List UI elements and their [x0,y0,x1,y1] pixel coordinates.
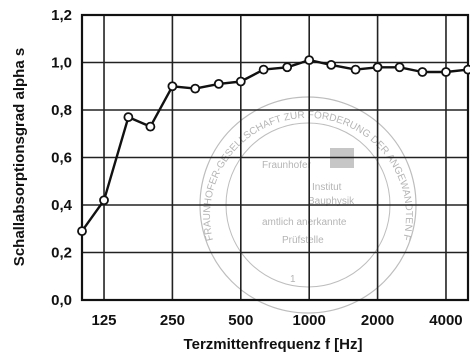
data-point [350,64,361,75]
x-tick-label: 4000 [429,312,462,329]
y-tick-labels: 0,0 0,2 0,4 0,6 0,8 1,0 1,2 [51,7,73,309]
y-tick-label: 0,2 [51,245,72,262]
data-point [99,195,109,206]
data-point [167,81,178,92]
stamp-line-5: Prüfstelle [282,235,324,246]
data-point [441,67,451,77]
y-tick-label: 0,8 [51,102,72,119]
data-point [213,78,224,89]
plot-frame [80,13,470,302]
x-tick-label: 2000 [361,312,394,329]
data-point [304,55,315,66]
data-point [235,76,246,87]
data-point [394,62,405,73]
data-point [326,59,337,70]
data-point [258,64,269,75]
x-tick-labels: 125 250 500 1000 2000 4000 [92,312,463,329]
data-point [190,83,201,94]
data-point [145,121,156,132]
stamp-line-3: Bauphysik [308,196,355,207]
y-tick-label: 0,0 [51,292,72,309]
x-tick-label: 250 [160,312,185,329]
plot-border [80,13,470,302]
stamp-number: 1 [290,274,296,285]
y-axis-title: Schallabsorptionsgrad alpha s [11,48,28,266]
data-point [282,62,293,73]
y-tick-label: 1,2 [51,7,72,24]
y-tick-label: 0,4 [51,197,73,214]
y-tick-label: 1,0 [51,55,72,72]
x-axis-title: Terzmittenfrequenz f [Hz] [184,336,363,353]
data-point [123,112,134,123]
data-point [417,67,428,77]
y-tick-label: 0,6 [51,150,72,167]
stamp-line-2: Institut [312,182,342,193]
stamp-line-4: amtlich anerkannte [262,217,347,228]
data-point [77,226,87,237]
x-tick-label: 500 [228,312,253,329]
grid [82,14,468,301]
x-tick-label: 125 [92,312,117,329]
data-point [372,62,383,73]
data-point [463,64,470,75]
x-tick-label: 1000 [293,312,326,329]
stamp-line-1: Fraunhofer [262,160,312,171]
data-series [77,55,470,237]
